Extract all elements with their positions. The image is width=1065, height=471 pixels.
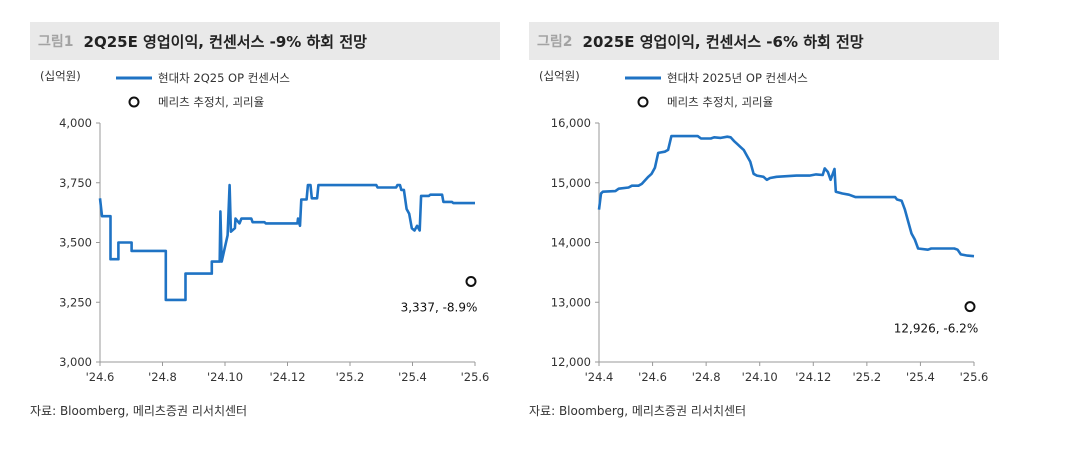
x-tick-label: '24.10 xyxy=(207,370,243,384)
x-tick-label: '25.2 xyxy=(852,370,881,384)
y-tick-label: 3,250 xyxy=(59,295,92,309)
source-note: 자료: Bloomberg, 메리츠증권 리서치센터 xyxy=(529,404,747,418)
y-tick-label: 14,000 xyxy=(551,236,591,250)
figure-title: 2025E 영업이익, 컨센서스 -6% 하회 전망 xyxy=(582,32,864,51)
y-tick-label: 3,000 xyxy=(59,355,92,369)
line-chart: (십억원) 현대차 2025년 OP 컨센서스 메리츠 추정치, 괴리율 12,… xyxy=(539,69,989,384)
y-tick-label: 4,000 xyxy=(59,116,92,130)
y-unit-label: (십억원) xyxy=(40,69,81,83)
figure-number: 그림2 xyxy=(537,34,573,50)
figure-title-bar: 그림2 2025E 영업이익, 컨센서스 -6% 하회 전망 xyxy=(529,22,999,60)
x-tick-label: '24.4 xyxy=(585,370,614,384)
x-tick-label: '25.4 xyxy=(906,370,935,384)
x-tick-label: '25.6 xyxy=(461,370,490,384)
y-unit-label: (십억원) xyxy=(539,69,580,83)
consensus-line xyxy=(597,134,975,258)
estimate-label: 3,337, -8.9% xyxy=(401,300,478,314)
x-tick-label: '24.8 xyxy=(692,370,721,384)
chart-panel-2: 그림2 2025E 영업이익, 컨센서스 -6% 하회 전망 (십억원) 현대차… xyxy=(529,22,999,442)
x-tick-label: '24.12 xyxy=(795,370,831,384)
y-tick-label: 12,000 xyxy=(551,355,591,369)
legend-circle-marker xyxy=(128,96,140,108)
x-tick-label: '24.10 xyxy=(742,370,778,384)
legend-label-estimate: 메리츠 추정치, 괴리율 xyxy=(158,95,264,109)
x-tick-label: '25.6 xyxy=(960,370,989,384)
x-tick-label: '24.6 xyxy=(638,370,667,384)
x-tick-label: '24.6 xyxy=(86,370,115,384)
figure-number: 그림1 xyxy=(38,34,74,50)
chart-panel-1: 그림1 2Q25E 영업이익, 컨센서스 -9% 하회 전망 (십억원) 현대차… xyxy=(30,22,500,442)
y-tick-label: 16,000 xyxy=(551,116,591,130)
estimate-marker xyxy=(964,301,976,313)
y-tick-label: 3,750 xyxy=(59,176,92,190)
legend-circle-marker xyxy=(637,96,649,108)
y-tick-label: 15,000 xyxy=(551,176,591,190)
legend-label-consensus: 현대차 2025년 OP 컨센서스 xyxy=(667,71,808,85)
x-tick-label: '25.2 xyxy=(336,370,365,384)
x-tick-label: '25.4 xyxy=(398,370,427,384)
y-tick-label: 13,000 xyxy=(551,295,591,309)
estimate-label: 12,926, -6.2% xyxy=(894,322,978,336)
estimate-marker xyxy=(465,275,477,287)
line-chart: (십억원) 현대차 2Q25 OP 컨센서스 메리츠 추정치, 괴리율 3,00… xyxy=(40,69,490,384)
figure-title: 2Q25E 영업이익, 컨센서스 -9% 하회 전망 xyxy=(83,32,367,51)
source-note: 자료: Bloomberg, 메리츠증권 리서치센터 xyxy=(30,404,248,418)
consensus-line xyxy=(98,183,475,302)
legend-label-estimate: 메리츠 추정치, 괴리율 xyxy=(667,95,773,109)
x-tick-label: '24.12 xyxy=(269,370,305,384)
figure-title-bar: 그림1 2Q25E 영업이익, 컨센서스 -9% 하회 전망 xyxy=(30,22,500,60)
legend-label-consensus: 현대차 2Q25 OP 컨센서스 xyxy=(158,71,290,85)
y-tick-label: 3,500 xyxy=(59,236,92,250)
x-tick-label: '24.8 xyxy=(148,370,177,384)
